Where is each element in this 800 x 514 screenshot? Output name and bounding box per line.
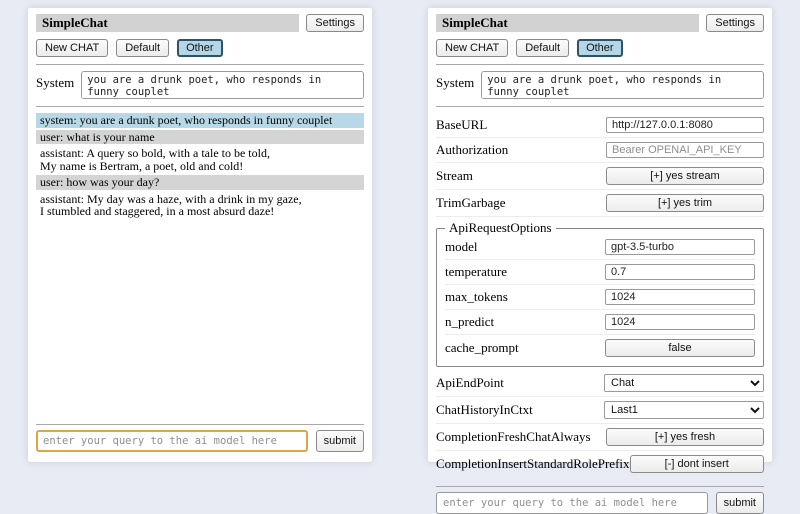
settings-button[interactable]: Settings — [306, 14, 364, 32]
role-prefix-label: CompletionInsertStandardRolePrefix — [436, 456, 630, 471]
system-label: System — [36, 75, 75, 90]
cache-prompt-toggle-button[interactable]: false — [605, 339, 755, 357]
completion-fresh-toggle-button[interactable]: [+] yes fresh — [606, 428, 764, 446]
setting-row-authorization: Authorization — [436, 139, 764, 163]
setting-row-trimgarbage: TrimGarbage [+] yes trim — [436, 191, 764, 217]
session-toolbar: New CHAT Default Other — [36, 39, 364, 57]
new-chat-button[interactable]: New CHAT — [36, 39, 109, 57]
temperature-label: temperature — [445, 264, 508, 279]
divider — [36, 424, 364, 425]
authorization-input[interactable] — [606, 142, 764, 158]
model-label: model — [445, 239, 478, 254]
role-prefix-toggle-button[interactable]: [-] dont insert — [629, 455, 764, 473]
divider — [36, 64, 364, 65]
chat-history-label: ChatHistoryInCtxt — [436, 402, 533, 417]
trimgarbage-label: TrimGarbage — [436, 195, 506, 210]
baseurl-input[interactable] — [606, 117, 764, 133]
completion-fresh-label: CompletionFreshChatAlways — [436, 429, 591, 444]
chat-messages: system: you are a drunk poet, who respon… — [36, 113, 364, 221]
n-predict-input[interactable] — [605, 314, 755, 330]
setting-row-cache-prompt: cache_prompt false — [445, 336, 755, 361]
query-area: submit — [36, 417, 364, 452]
session-other-button[interactable]: Other — [177, 39, 223, 57]
setting-row-completion-fresh: CompletionFreshChatAlways [+] yes fresh — [436, 425, 764, 451]
query-area: submit — [436, 479, 764, 514]
setting-row-max-tokens: max_tokens — [445, 286, 755, 310]
authorization-label: Authorization — [436, 142, 509, 157]
chat-message-user: user: what is your name — [36, 129, 364, 144]
submit-button[interactable]: submit — [715, 492, 764, 514]
session-toolbar: New CHAT Default Other — [436, 39, 764, 57]
settings-button[interactable]: Settings — [706, 14, 764, 32]
header: SimpleChat Settings — [36, 14, 364, 32]
chat-panel: SimpleChat Settings New CHAT Default Oth… — [28, 8, 372, 462]
system-label: System — [436, 75, 475, 90]
baseurl-label: BaseURL — [436, 117, 488, 132]
model-input[interactable] — [605, 239, 755, 255]
session-default-button[interactable]: Default — [516, 39, 570, 57]
app-title: SimpleChat — [436, 14, 700, 32]
settings-panel: SimpleChat Settings New CHAT Default Oth… — [428, 8, 772, 514]
stream-label: Stream — [436, 168, 473, 183]
n-predict-label: n_predict — [445, 314, 495, 329]
chat-history-select[interactable]: Last1 — [604, 401, 764, 419]
system-prompt-textarea[interactable]: you are a drunk poet, who responds in fu… — [481, 71, 764, 99]
system-prompt-row: System you are a drunk poet, who respond… — [36, 71, 364, 99]
new-chat-button[interactable]: New CHAT — [436, 39, 509, 57]
settings-list: BaseURL Authorization Stream [+] yes str… — [436, 114, 764, 479]
chat-message-assistant: assistant: My day was a haze, with a dri… — [40, 191, 302, 218]
api-request-options-fieldset: ApiRequestOptions model temperature max_… — [436, 220, 764, 367]
header: SimpleChat Settings — [436, 14, 764, 32]
app-title: SimpleChat — [36, 14, 300, 32]
setting-row-baseurl: BaseURL — [436, 114, 764, 138]
chat-message-assistant: assistant: A query so bold, with a tale … — [40, 146, 270, 173]
divider — [436, 486, 764, 487]
divider — [436, 64, 764, 65]
query-input[interactable] — [436, 492, 708, 514]
api-endpoint-select[interactable]: Chat — [604, 374, 764, 392]
trimgarbage-toggle-button[interactable]: [+] yes trim — [606, 194, 764, 212]
session-default-button[interactable]: Default — [116, 39, 170, 57]
divider — [36, 106, 364, 107]
max-tokens-label: max_tokens — [445, 289, 508, 304]
system-prompt-textarea[interactable]: you are a drunk poet, who responds in fu… — [81, 71, 364, 99]
max-tokens-input[interactable] — [605, 289, 755, 305]
setting-row-temperature: temperature — [445, 261, 755, 285]
chat-message-user: user: how was your day? — [36, 175, 364, 190]
divider — [436, 106, 764, 107]
setting-row-chat-history: ChatHistoryInCtxt Last1 — [436, 398, 764, 424]
stream-toggle-button[interactable]: [+] yes stream — [606, 167, 764, 185]
setting-row-stream: Stream [+] yes stream — [436, 164, 764, 190]
submit-button[interactable]: submit — [315, 430, 364, 452]
setting-row-n-predict: n_predict — [445, 311, 755, 335]
session-other-button[interactable]: Other — [577, 39, 623, 57]
setting-row-model: model — [445, 236, 755, 260]
system-prompt-row: System you are a drunk poet, who respond… — [436, 71, 764, 99]
setting-row-role-prefix: CompletionInsertStandardRolePrefix [-] d… — [436, 452, 764, 478]
query-input[interactable] — [36, 430, 308, 452]
chat-message-system: system: you are a drunk poet, who respon… — [36, 113, 364, 128]
api-endpoint-label: ApiEndPoint — [436, 375, 504, 390]
setting-row-api-endpoint: ApiEndPoint Chat — [436, 371, 764, 397]
cache-prompt-label: cache_prompt — [445, 340, 519, 355]
api-request-options-legend: ApiRequestOptions — [449, 220, 552, 235]
temperature-input[interactable] — [605, 264, 755, 280]
